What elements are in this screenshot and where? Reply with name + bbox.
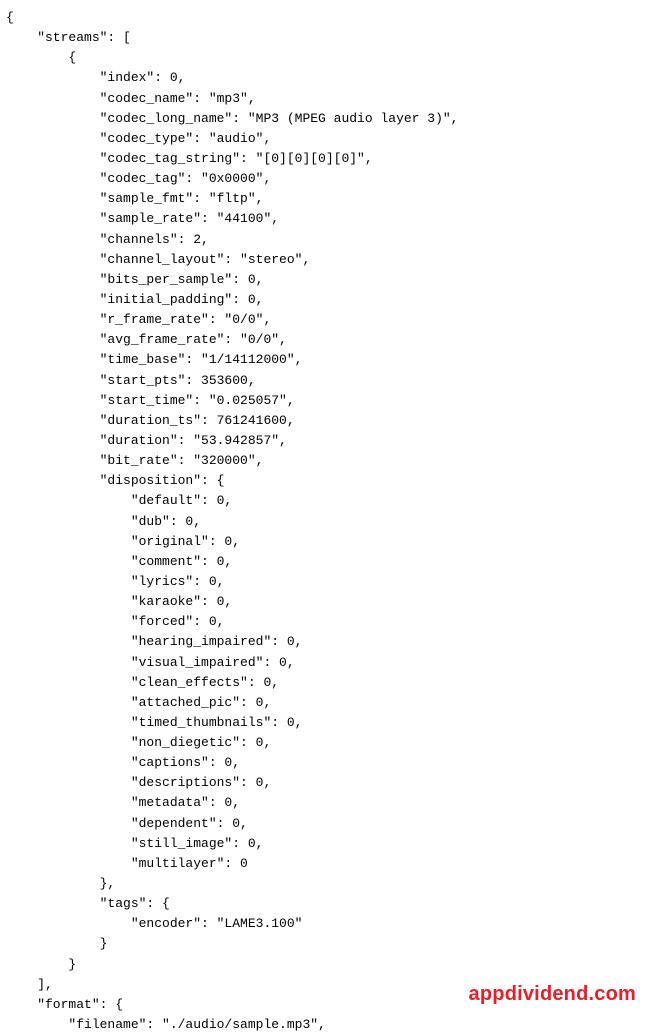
json-output: { "streams": [ { "index": 0, "codec_name… — [0, 0, 654, 1035]
json-code: { "streams": [ { "index": 0, "codec_name… — [6, 10, 458, 1032]
watermark-text: appdividend.com — [469, 979, 636, 1010]
